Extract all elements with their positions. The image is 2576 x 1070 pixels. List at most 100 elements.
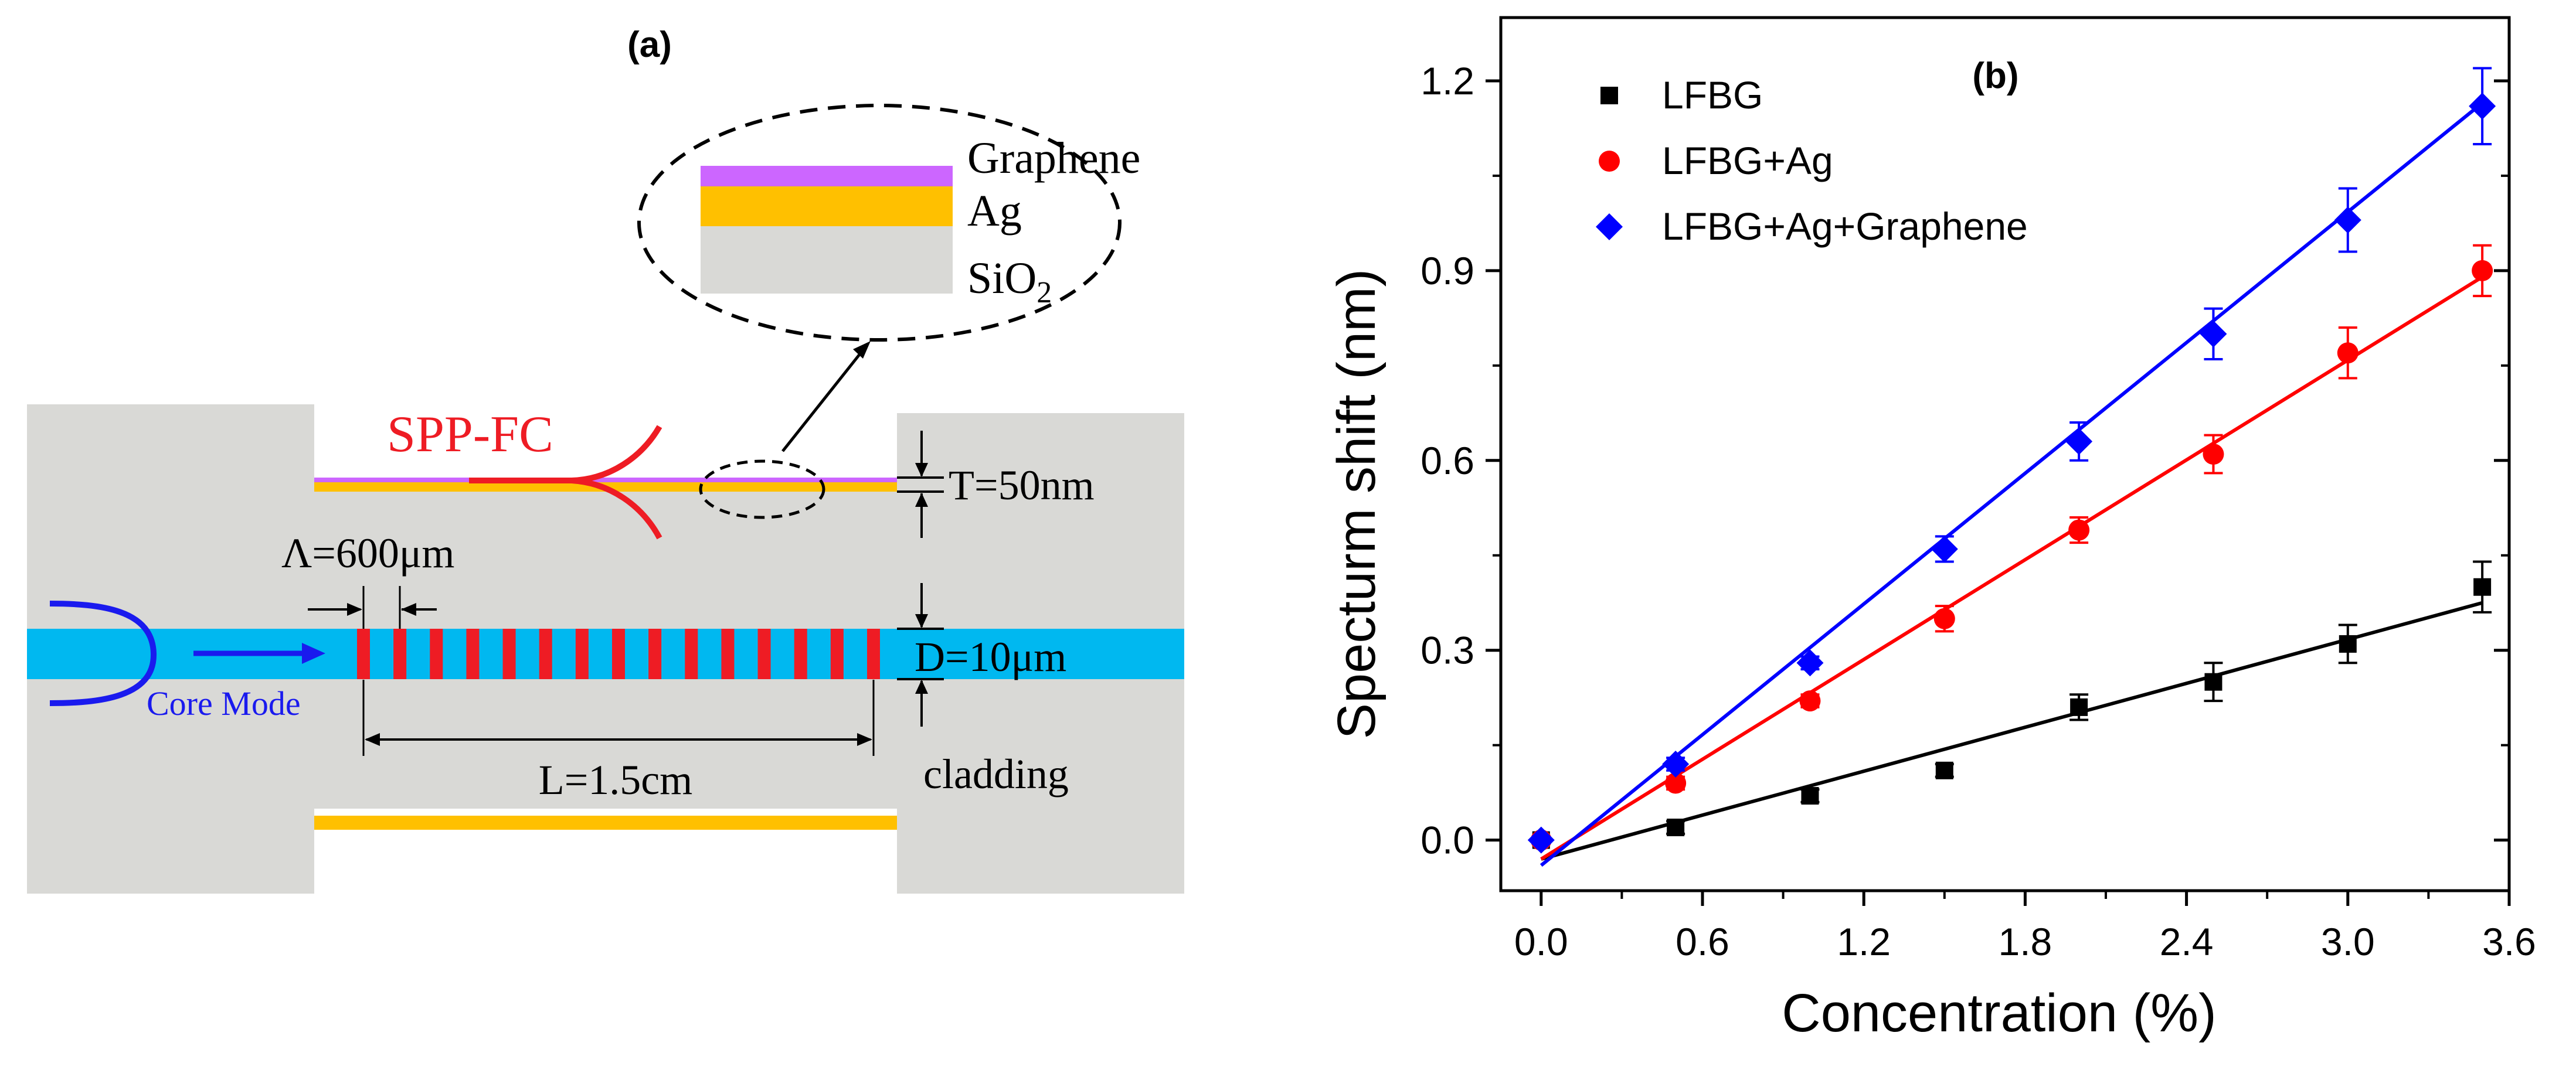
bottom-ag-layer <box>314 816 897 830</box>
x-tick-label: 3.6 <box>2482 920 2536 963</box>
spp-curve-lower <box>571 478 662 540</box>
y-axis-ticks: 0.0 0.3 0.6 0.9 1.2 <box>1420 59 2509 862</box>
panel-b-label: (b) <box>1972 56 2018 96</box>
fit-line-lfbg <box>1541 601 2483 861</box>
grating-bar <box>393 629 407 679</box>
panel-a-label: (a) <box>627 25 672 65</box>
y-tick-label: 0.3 <box>1420 629 1474 672</box>
point-lfbg-ag <box>2203 444 2224 465</box>
point-lfbg-ag-graphene <box>2065 428 2093 455</box>
top-graphene-layer <box>314 478 897 482</box>
point-lfbg <box>2070 698 2088 716</box>
grating-bar <box>430 629 443 679</box>
spp-fc-label: SPP-FC <box>387 406 553 463</box>
legend-label-lfbg: LFBG <box>1662 73 1763 117</box>
point-lfbg <box>2339 635 2357 653</box>
point-lfbg-ag-graphene <box>2469 93 2496 120</box>
x-tick-label: 2.4 <box>2160 920 2214 963</box>
spp-curve-upper <box>571 425 662 483</box>
thickness-arrowhead-bottom <box>915 493 928 507</box>
point-lfbg <box>1667 819 1685 837</box>
grating-bar <box>830 629 844 679</box>
period-arrowhead-right <box>401 603 416 616</box>
point-lfbg <box>2204 673 2222 691</box>
inset-graphene-layer <box>701 166 953 186</box>
core-mode-arrow-head <box>302 643 325 664</box>
point-lfbg-ag-graphene <box>2334 206 2361 234</box>
grating-bar <box>539 629 552 679</box>
legend: LFBG LFBG+Ag LFBG+Ag+Graphene <box>1596 73 2028 248</box>
grating-bars <box>357 629 880 679</box>
zoom-pointer-line <box>781 350 863 452</box>
point-lfbg <box>1935 761 1953 779</box>
point-lfbg-ag-graphene <box>1796 649 1824 677</box>
fit-line-lfbg-ag <box>1540 275 2483 861</box>
point-lfbg-ag-graphene <box>1662 751 1690 778</box>
grating-bar <box>502 629 516 679</box>
grating-bar <box>357 629 370 679</box>
length-label: L=1.5cm <box>539 757 693 803</box>
panel-a-fiber-diagram: (a) Core Mode SPP-FC Graphene <box>27 25 1184 894</box>
point-lfbg <box>2473 578 2492 596</box>
inset-sio2-layer <box>701 226 953 294</box>
core-mode-profile <box>49 601 157 706</box>
point-lfbg-ag-graphene <box>1931 535 1958 563</box>
x-axis-ticks: 0.0 0.6 1.2 1.8 2.4 3.0 3.6 <box>1514 891 2536 963</box>
y-tick-label: 0.0 <box>1420 819 1474 862</box>
legend-marker-lfbg <box>1600 87 1618 104</box>
grating-bar <box>466 629 480 679</box>
period-arrowhead-left <box>347 603 362 616</box>
x-axis-label: Concentration (%) <box>1782 983 2216 1043</box>
fit-line-lfbg-ag-graphene <box>1540 101 2484 867</box>
grating-bar <box>612 629 625 679</box>
thickness-label: T=50nm <box>949 462 1095 509</box>
inset-ag-layer <box>701 186 953 226</box>
thickness-arrowhead-top <box>915 463 928 477</box>
grating-bar <box>867 629 880 679</box>
point-lfbg-ag <box>1799 690 1821 712</box>
inset-graphene-label: Graphene <box>967 134 1140 183</box>
x-tick-label: 1.2 <box>1837 920 1891 963</box>
x-tick-label: 0.6 <box>1676 920 1729 963</box>
grating-bar <box>794 629 807 679</box>
point-lfbg-ag-graphene <box>2200 320 2227 347</box>
y-tick-label: 1.2 <box>1420 59 1474 103</box>
core-arrowhead-bottom <box>915 680 928 694</box>
point-lfbg-ag <box>2337 342 2358 364</box>
legend-marker-lfbg-ag <box>1599 151 1620 172</box>
core-label: D=10μm <box>915 633 1066 680</box>
panel-b-chart: (b) 0.0 0.6 1.2 1.8 2.4 3.0 3.6 0.0 0.3 0.6 0.9 1.… <box>1327 16 2536 1043</box>
legend-marker-lfbg-ag-graphene <box>1596 213 1623 240</box>
data-markers <box>1527 93 2496 854</box>
plot-frame <box>1499 16 2511 892</box>
x-tick-label: 1.8 <box>1999 920 2052 963</box>
grating-bar <box>757 629 771 679</box>
period-label: Λ=600μm <box>281 530 454 577</box>
y-tick-label: 0.6 <box>1420 439 1474 482</box>
x-tick-label: 0.0 <box>1514 920 1568 963</box>
coating-zoom-marker <box>699 459 825 519</box>
y-axis-label: Specturm shift (nm) <box>1327 269 1386 740</box>
length-arrowhead-right <box>857 733 872 746</box>
length-arrowhead-left <box>365 733 380 746</box>
legend-label-lfbg-ag-graphene: LFBG+Ag+Graphene <box>1662 205 2028 248</box>
layer-inset-ellipse <box>637 104 1122 342</box>
cladding-label: cladding <box>923 751 1069 798</box>
point-lfbg <box>1801 787 1819 805</box>
zoom-pointer-head <box>853 341 871 359</box>
x-tick-label: 3.0 <box>2321 920 2375 963</box>
point-lfbg-ag <box>2068 519 2090 541</box>
point-lfbg-ag <box>1665 772 1687 794</box>
inset-ag-label: Ag <box>967 186 1022 236</box>
point-lfbg-ag-graphene <box>1527 826 1555 854</box>
point-lfbg-ag <box>2472 260 2493 281</box>
inset-sio2-label: SiO2 <box>967 254 1052 309</box>
grating-bar <box>648 629 662 679</box>
core-arrowhead-top <box>915 614 928 628</box>
y-tick-label: 0.9 <box>1420 249 1474 292</box>
fit-lines <box>1540 101 2484 867</box>
core-mode-label: Core Mode <box>147 684 301 723</box>
grating-bar <box>685 629 698 679</box>
grating-bar <box>721 629 735 679</box>
